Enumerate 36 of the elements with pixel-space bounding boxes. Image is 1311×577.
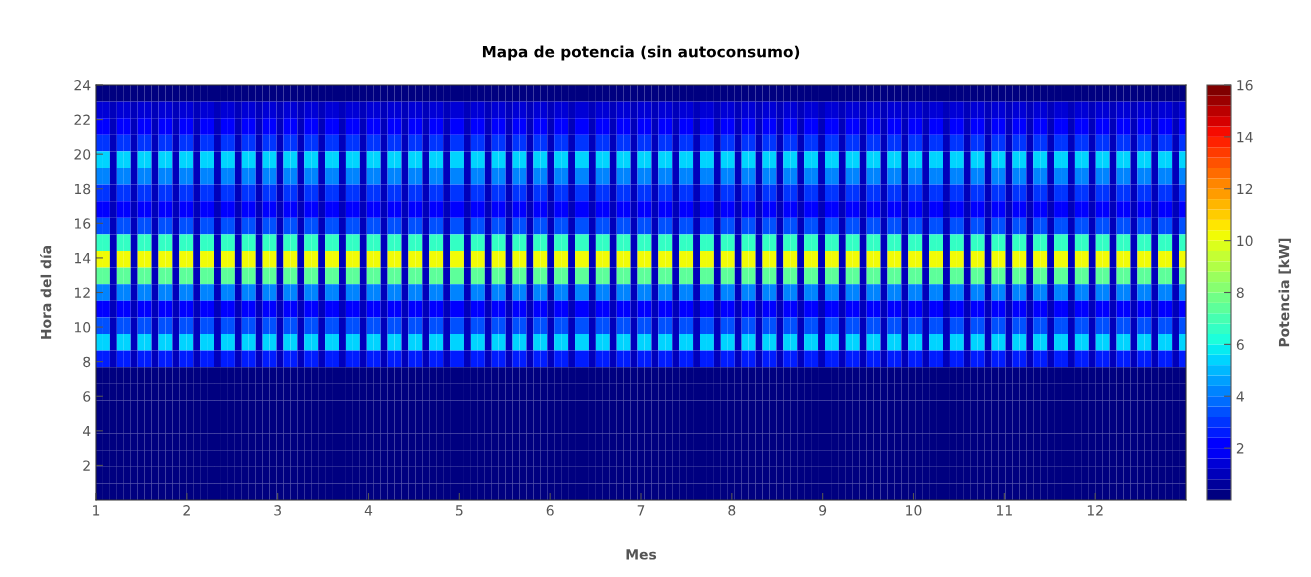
color-bar-title: Potencia [kW]	[1278, 238, 1291, 347]
y-tick-label: 4	[82, 425, 91, 437]
color-bar-label: 6	[1236, 339, 1244, 350]
x-tick-label: 9	[819, 505, 827, 516]
y-axis-title: Hora del día	[40, 245, 52, 339]
x-axis-title: Mes	[626, 549, 657, 560]
y-tick-label: 22	[74, 114, 90, 125]
color-bar-label: 4	[1236, 391, 1244, 402]
x-tick-label: 12	[1087, 505, 1103, 516]
y-tick-label: 2	[83, 460, 90, 471]
y-tick-label: 16	[74, 218, 91, 229]
x-tick-label: 11	[997, 505, 1012, 516]
y-tick-label: 6	[83, 391, 91, 402]
x-tick-label: 2	[183, 505, 190, 516]
x-tick-label: 5	[455, 505, 463, 516]
color-bar-label: 12	[1237, 183, 1253, 195]
color-bar-label: 8	[1236, 287, 1244, 298]
y-tick-label: 18	[74, 183, 91, 195]
x-tick-label: 6	[546, 505, 554, 516]
y-tick-label: 12	[74, 287, 90, 298]
chart-title: Mapa de potencia (sin autoconsumo)	[482, 45, 800, 61]
y-tick-label: 10	[74, 322, 91, 333]
x-tick-label: 1	[93, 505, 100, 516]
y-tick-label: 14	[74, 253, 91, 264]
y-tick-label: 24	[74, 79, 91, 91]
x-tick-label: 7	[637, 505, 645, 516]
color-bar-label: 10	[1237, 235, 1253, 247]
x-tick-label: 8	[728, 505, 736, 516]
x-tick-label: 4	[364, 505, 373, 516]
color-bar-label: 2	[1236, 443, 1244, 454]
x-tick-label: 10	[906, 505, 922, 516]
color-bar-label: 14	[1237, 132, 1253, 143]
y-tick-label: 20	[74, 149, 91, 160]
color-bar-label: 16	[1237, 79, 1253, 91]
y-tick-label: 8	[83, 356, 91, 368]
x-tick-label: 3	[274, 505, 281, 516]
